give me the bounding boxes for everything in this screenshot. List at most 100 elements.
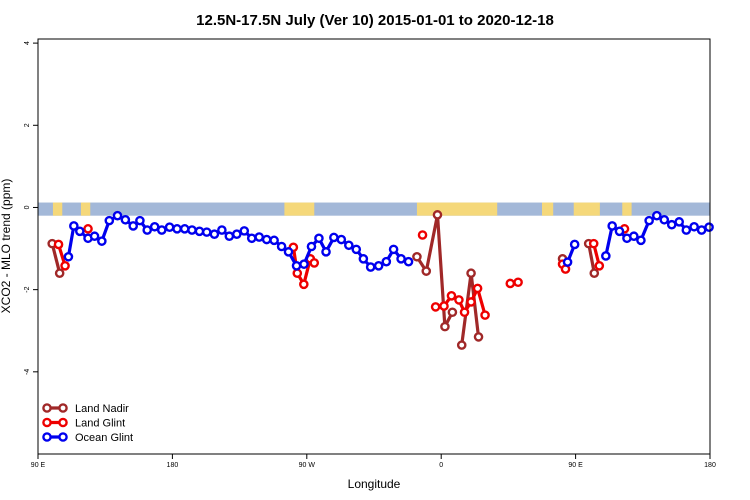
- land-glint-point: [309, 258, 320, 268]
- land-glint-point: [594, 261, 605, 271]
- ocean-glint-point: [336, 234, 347, 245]
- land-nadir-point: [412, 251, 422, 262]
- ocean-glint-point: [329, 232, 339, 243]
- ocean-glint-point: [172, 224, 182, 234]
- legend-label: Ocean Glint: [75, 432, 133, 444]
- land-glint-point: [83, 224, 93, 234]
- legend-swatch-point: [42, 432, 52, 442]
- land-nadir-point: [589, 268, 600, 279]
- ocean-glint-point: [358, 254, 369, 264]
- legend-item-land-nadir: Land Nadir: [42, 403, 129, 415]
- ocean-glint-point: [231, 229, 242, 239]
- legend-swatch-point: [58, 403, 68, 413]
- land-nadir-point: [447, 307, 458, 318]
- ocean-glint-point: [388, 244, 399, 255]
- ocean-glint-point: [194, 226, 205, 237]
- land-nadir-point: [432, 210, 443, 220]
- chart-title: 12.5N-17.5N July (Ver 10) 2015-01-01 to …: [196, 12, 554, 29]
- ocean-glint-point: [343, 240, 354, 251]
- land-glint-point: [446, 291, 457, 301]
- series-layer: [47, 210, 714, 350]
- land-patch: [80, 202, 91, 216]
- land-glint-point: [439, 301, 449, 311]
- ocean-glint-point: [269, 235, 279, 246]
- ocean-glint-point: [614, 226, 625, 237]
- land-glint-point: [53, 239, 64, 250]
- ocean-glint-point: [156, 225, 167, 235]
- x-axis: 90 E 180 90 W 0 90 E 180: [31, 454, 716, 469]
- land-glint-point: [430, 302, 441, 312]
- land-nadir-line: [50, 243, 62, 274]
- ocean-glint-point: [69, 221, 79, 231]
- land-glint-point: [454, 295, 464, 305]
- ocean-glint-point: [104, 215, 115, 226]
- x-axis-label: Longitude: [348, 477, 401, 491]
- ocean-glint-point: [666, 219, 677, 230]
- land-nadir-point: [466, 268, 476, 279]
- legend-swatch-point: [42, 403, 52, 413]
- ocean-glint-point: [112, 210, 123, 221]
- legend-item-land-glint: Land Glint: [42, 417, 125, 430]
- ocean-glint-point: [373, 261, 384, 271]
- y-axis: 4 2 0 -2 -4: [24, 41, 38, 375]
- series-land-glint: [53, 224, 630, 320]
- ocean-glint-point: [681, 225, 692, 235]
- ocean-glint-point: [299, 259, 309, 269]
- ocean-glint-point: [164, 222, 175, 232]
- y-tick-label: 2: [24, 123, 31, 127]
- land-glint-point: [417, 230, 428, 240]
- ocean-glint-point: [396, 254, 406, 264]
- ocean-glint-point: [659, 214, 670, 225]
- ocean-glint-point: [629, 231, 639, 242]
- legend: Land Nadir Land Glint Ocean Glint: [42, 403, 133, 444]
- y-axis-label: XCO2 - MLO trend (ppm): [0, 179, 13, 314]
- legend-label: Land Nadir: [75, 403, 129, 415]
- legend-swatch-point: [58, 432, 68, 442]
- ocean-glint-point: [652, 210, 662, 221]
- land-patch: [622, 202, 632, 216]
- ocean-glint-point: [276, 241, 287, 252]
- land-glint-point: [466, 297, 476, 307]
- x-tick-label: 0: [439, 462, 443, 469]
- x-tick-label: 90 W: [299, 462, 316, 469]
- legend-swatch-point: [58, 417, 68, 428]
- ocean-glint-point: [644, 215, 654, 226]
- land-nadir-point: [456, 340, 467, 350]
- ocean-glint-point: [89, 231, 100, 242]
- series-ocean-glint: [63, 210, 714, 272]
- ocean-glint-point: [403, 256, 414, 267]
- ocean-glint-point: [142, 225, 152, 235]
- land-patch: [284, 202, 315, 216]
- x-tick-label: 180: [704, 462, 716, 469]
- ocean-glint-point: [239, 226, 250, 236]
- land-glint-point: [505, 278, 516, 289]
- land-glint-point: [299, 279, 309, 290]
- ocean-glint-point: [562, 257, 573, 267]
- y-tick-label: 0: [24, 205, 31, 209]
- ocean-glint-line: [604, 214, 710, 257]
- ocean-glint-point: [704, 222, 714, 232]
- land-glint-point: [60, 261, 70, 271]
- ocean-glint-point: [696, 225, 707, 235]
- ocean-band: [38, 202, 710, 216]
- land-patch: [52, 202, 63, 216]
- land-nadir-point: [421, 266, 432, 276]
- ocean-glint-point: [75, 226, 85, 237]
- ocean-glint-point: [128, 221, 138, 231]
- land-glint-point: [513, 277, 523, 288]
- ocean-glint-point: [283, 247, 294, 257]
- land-glint-point: [588, 238, 599, 249]
- ocean-glint-point: [689, 221, 699, 232]
- land-nadir-point: [473, 332, 484, 342]
- ocean-glint-point: [607, 221, 617, 231]
- ocean-glint-point: [135, 215, 145, 226]
- ocean-glint-point: [636, 235, 646, 246]
- plot-frame: [37, 38, 711, 455]
- legend-label: Land Glint: [75, 418, 125, 430]
- ocean-glint-point: [97, 236, 107, 246]
- x-tick-label: 180: [167, 462, 179, 469]
- ocean-glint-point: [569, 239, 580, 250]
- y-tick-label: -4: [24, 369, 31, 375]
- ocean-glint-point: [209, 229, 220, 239]
